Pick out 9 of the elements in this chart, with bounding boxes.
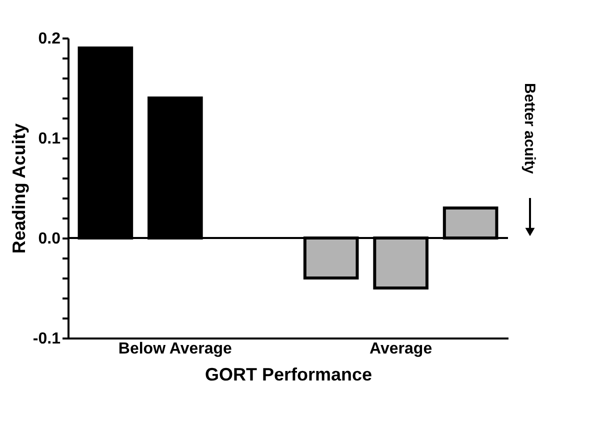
y-tick-label: 0.2 [38, 30, 61, 48]
text: Better acuity [521, 83, 538, 175]
x-tick-label: Below Average [118, 340, 232, 358]
x-axis-title: GORT Performance [204, 364, 372, 384]
y-tick-label: 0.0 [38, 230, 61, 248]
y-tick-label: -0.1 [32, 330, 61, 348]
y-tick-label: 0.1 [38, 130, 61, 148]
y-axis-title: Reading Acuity [8, 123, 29, 254]
x-tick-label: Average [370, 340, 432, 358]
